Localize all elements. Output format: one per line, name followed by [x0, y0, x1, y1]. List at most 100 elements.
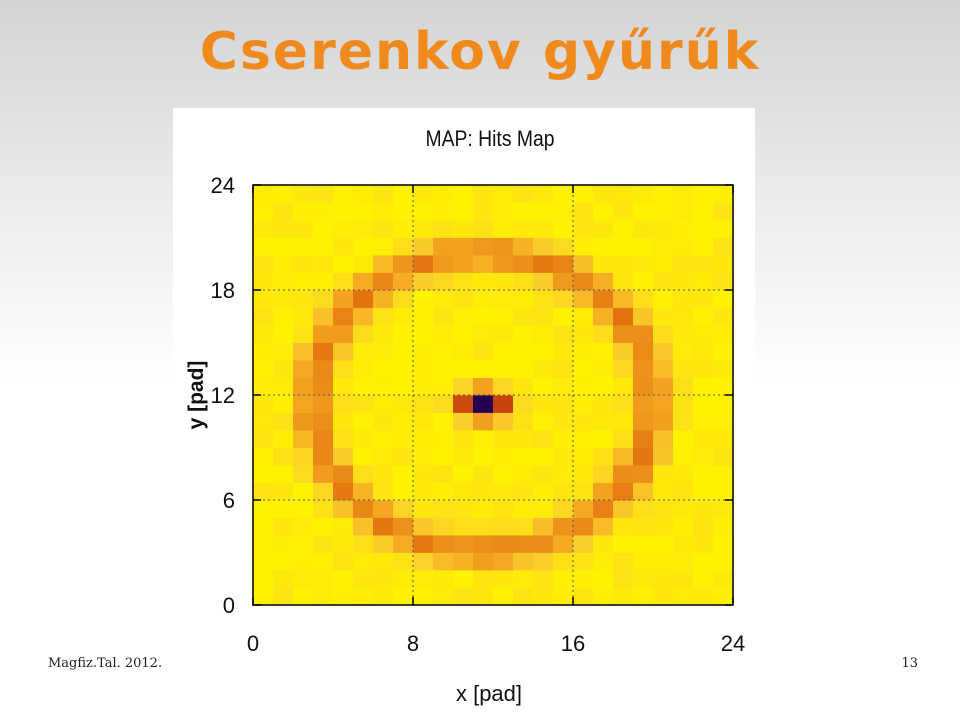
heatmap-cell	[553, 482, 574, 501]
heatmap-cell	[333, 570, 354, 588]
heatmap-cell	[493, 255, 514, 273]
heatmap-cell	[473, 377, 494, 396]
heatmap-cell	[313, 360, 334, 378]
heatmap-cell	[533, 482, 554, 501]
heatmap-cell	[473, 220, 494, 238]
heatmap-cell	[613, 465, 634, 483]
heatmap-cell	[693, 430, 714, 448]
heatmap-cell	[693, 412, 714, 431]
heatmap-cell	[393, 535, 414, 553]
heatmap-cell	[553, 307, 574, 326]
heatmap-cell	[493, 377, 514, 396]
y-axis-label: y [pad]	[185, 361, 208, 430]
heatmap-cell	[673, 377, 694, 396]
heatmap-cell	[373, 465, 394, 483]
heatmap-cell	[273, 482, 294, 501]
heatmap-cell	[413, 202, 434, 221]
heatmap-cell	[313, 465, 334, 483]
heatmap-cell	[273, 570, 294, 588]
heatmap-cell	[353, 307, 374, 326]
heatmap-cell	[333, 552, 354, 571]
grid-lines	[253, 185, 733, 605]
heatmap-cell	[513, 412, 534, 431]
heatmap-cell	[573, 255, 594, 273]
heatmap-cell	[573, 290, 594, 308]
heatmap-cell	[713, 342, 734, 361]
heatmap-cell	[293, 465, 314, 483]
heatmap-cell	[253, 587, 274, 606]
heatmap-cell	[453, 255, 474, 273]
heatmap-cell	[513, 360, 534, 378]
heatmap-cell	[433, 570, 454, 588]
heatmap-cell	[373, 570, 394, 588]
heatmap-cell	[253, 360, 274, 378]
heatmap-cell	[253, 377, 274, 396]
heatmap-cell	[493, 202, 514, 221]
heatmap-cell	[473, 325, 494, 343]
heatmap-cell	[293, 255, 314, 273]
heatmap-cell	[433, 465, 454, 483]
heatmap-cell	[633, 395, 654, 413]
heatmap-cell	[313, 535, 334, 553]
heatmap-cell	[333, 360, 354, 378]
heatmap-cell	[613, 377, 634, 396]
heatmap-cell	[313, 552, 334, 571]
heatmap-cell	[493, 307, 514, 326]
heatmap-cell	[653, 255, 674, 273]
heatmap-cell	[393, 570, 414, 588]
heatmap-cell	[433, 307, 454, 326]
heatmap-cell	[673, 500, 694, 518]
heatmap-cell	[633, 202, 654, 221]
heatmap-cell	[553, 342, 574, 361]
heatmap-cell	[253, 482, 274, 501]
heatmap-cell	[473, 395, 494, 413]
heatmap-cell	[693, 587, 714, 606]
heatmap-cell	[713, 255, 734, 273]
heatmap-cell	[273, 465, 294, 483]
footer-course-label: Magfiz.Tal. 2012.	[48, 656, 163, 671]
heatmap-cell	[613, 360, 634, 378]
heatmap-cell	[593, 482, 614, 501]
heatmap-cell	[333, 325, 354, 343]
heatmap-cell	[593, 307, 614, 326]
heatmap-cell	[573, 377, 594, 396]
heatmap-cell	[553, 220, 574, 238]
heatmap-cell	[373, 517, 394, 536]
heatmap-cell	[373, 237, 394, 256]
heatmap-cell	[613, 535, 634, 553]
axis-ticks: 0 8 16 24 0 6 12 18 24	[211, 173, 746, 656]
heatmap-cell	[273, 500, 294, 518]
heatmap-cell	[653, 307, 674, 326]
heatmap-cell	[273, 202, 294, 221]
heatmap-cell	[533, 535, 554, 553]
heatmap-cell	[593, 272, 614, 291]
heatmap-cell	[433, 500, 454, 518]
heatmap-cell	[693, 447, 714, 466]
heatmap-cell	[353, 290, 374, 308]
heatmap-cell	[693, 465, 714, 483]
heatmap-cell	[613, 220, 634, 238]
heatmap-cell	[633, 220, 654, 238]
heatmap-cell	[673, 552, 694, 571]
heatmap-cell	[473, 465, 494, 483]
heatmap-cell	[333, 465, 354, 483]
heatmap-cell	[413, 465, 434, 483]
heatmap-cell	[253, 342, 274, 361]
heatmap-cell	[493, 465, 514, 483]
heatmap-cell	[453, 535, 474, 553]
heatmap-cell	[493, 482, 514, 501]
heatmap-cell	[333, 237, 354, 256]
heatmap-cell	[453, 272, 474, 291]
heatmap-cell	[473, 430, 494, 448]
heatmap-cell	[393, 552, 414, 571]
heatmap-cell	[513, 255, 534, 273]
heatmap-cell	[313, 587, 334, 606]
heatmap-cell	[673, 412, 694, 431]
heatmap-cell	[633, 482, 654, 501]
heatmap-cell	[533, 412, 554, 431]
x-axis-label: x [pad]	[456, 681, 522, 706]
heatmap-cell	[313, 500, 334, 518]
heatmap-cell	[593, 552, 614, 571]
heatmap-cell	[553, 552, 574, 571]
heatmap-cell	[593, 535, 614, 553]
